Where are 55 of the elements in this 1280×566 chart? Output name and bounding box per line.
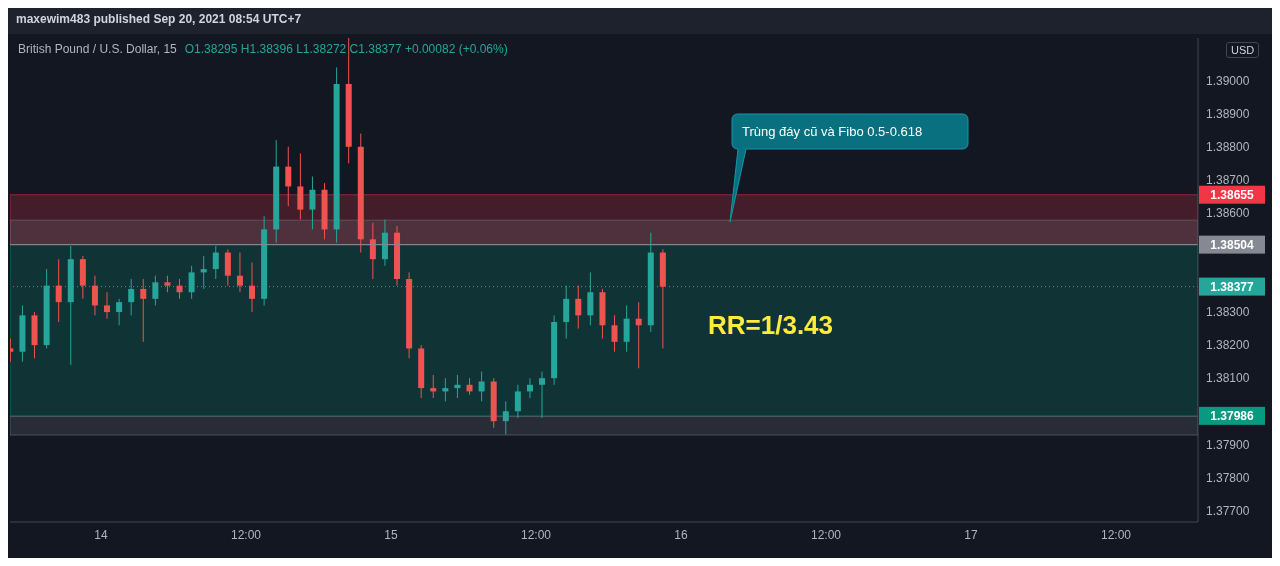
- ref-line-label: 1.38504: [1210, 237, 1255, 252]
- candlestick: [91, 275, 98, 316]
- x-tick-label: 16: [674, 527, 689, 542]
- x-tick-label: 17: [964, 527, 979, 542]
- band-label: 1.37986: [1210, 408, 1255, 423]
- candlestick: [442, 377, 449, 402]
- ref-line-label: 1.38377: [1210, 279, 1255, 294]
- callout-box: Trùng đáy cũ và Fibo 0.5-0.618: [729, 113, 969, 223]
- text: USD: [1226, 42, 1260, 58]
- x-tick-label: 12:00: [1101, 527, 1132, 542]
- candlestick: [369, 222, 376, 280]
- chart-title: British Pound / U.S. Dollar, 15: [18, 42, 177, 56]
- candlestick: [478, 371, 485, 402]
- y-tick-label: 1.38800: [1206, 140, 1250, 155]
- annotation: Trùng đáy cũ và Fibo 0.5-0.618: [742, 124, 923, 139]
- annotation: RR=1/3.43: [708, 310, 834, 341]
- candlestick: [140, 278, 147, 343]
- candlestick: [611, 314, 618, 353]
- candlestick: [502, 400, 509, 435]
- x-tick-label: 12:00: [521, 527, 552, 542]
- candlestick: [635, 301, 642, 369]
- y-tick-label: 1.38600: [1206, 206, 1250, 221]
- x-tick-label: 12:00: [231, 527, 262, 542]
- y-tick-label: 1.38900: [1206, 106, 1250, 121]
- annotation: O1.38295 H1.38396 L1.38272 C1.38377 +0.00082 (+0.06%): [184, 42, 508, 56]
- y-tick-label: 1.38100: [1206, 371, 1250, 386]
- y-tick-label: 1.38700: [1206, 173, 1250, 188]
- x-tick-label: 14: [94, 527, 109, 542]
- candlestick: [454, 374, 461, 399]
- candlestick: [309, 176, 316, 230]
- candlestick: [297, 152, 304, 220]
- candlestick: [249, 261, 256, 313]
- x-tick-label: 12:00: [811, 527, 842, 542]
- candlestick: [236, 252, 243, 293]
- candlestick: [55, 258, 62, 323]
- x-tick-label: 15: [384, 527, 399, 542]
- candlestick: [539, 371, 546, 419]
- y-tick-label: 1.38300: [1206, 305, 1250, 320]
- y-tick-label: 1.37900: [1206, 437, 1250, 452]
- y-tick-label: 1.38200: [1206, 338, 1250, 353]
- candlestick: [430, 374, 437, 399]
- candlestick: [224, 248, 231, 287]
- candlestick: [575, 285, 582, 330]
- candlestick: [526, 377, 533, 399]
- text: maxewim483 published Sep 20, 2021 08:54 UTC+7: [8, 8, 1272, 34]
- band-label: 1.38655: [1210, 187, 1255, 202]
- candlestick: [514, 384, 521, 419]
- y-tick-label: 1.37800: [1206, 470, 1250, 485]
- candlestick: [623, 304, 630, 353]
- y-tick-label: 1.37700: [1206, 503, 1250, 518]
- candlestick: [116, 298, 123, 326]
- candlestick: [285, 146, 292, 207]
- candlestick: [212, 245, 219, 280]
- y-tick-label: 1.39000: [1206, 73, 1250, 88]
- candlestick: [104, 291, 111, 320]
